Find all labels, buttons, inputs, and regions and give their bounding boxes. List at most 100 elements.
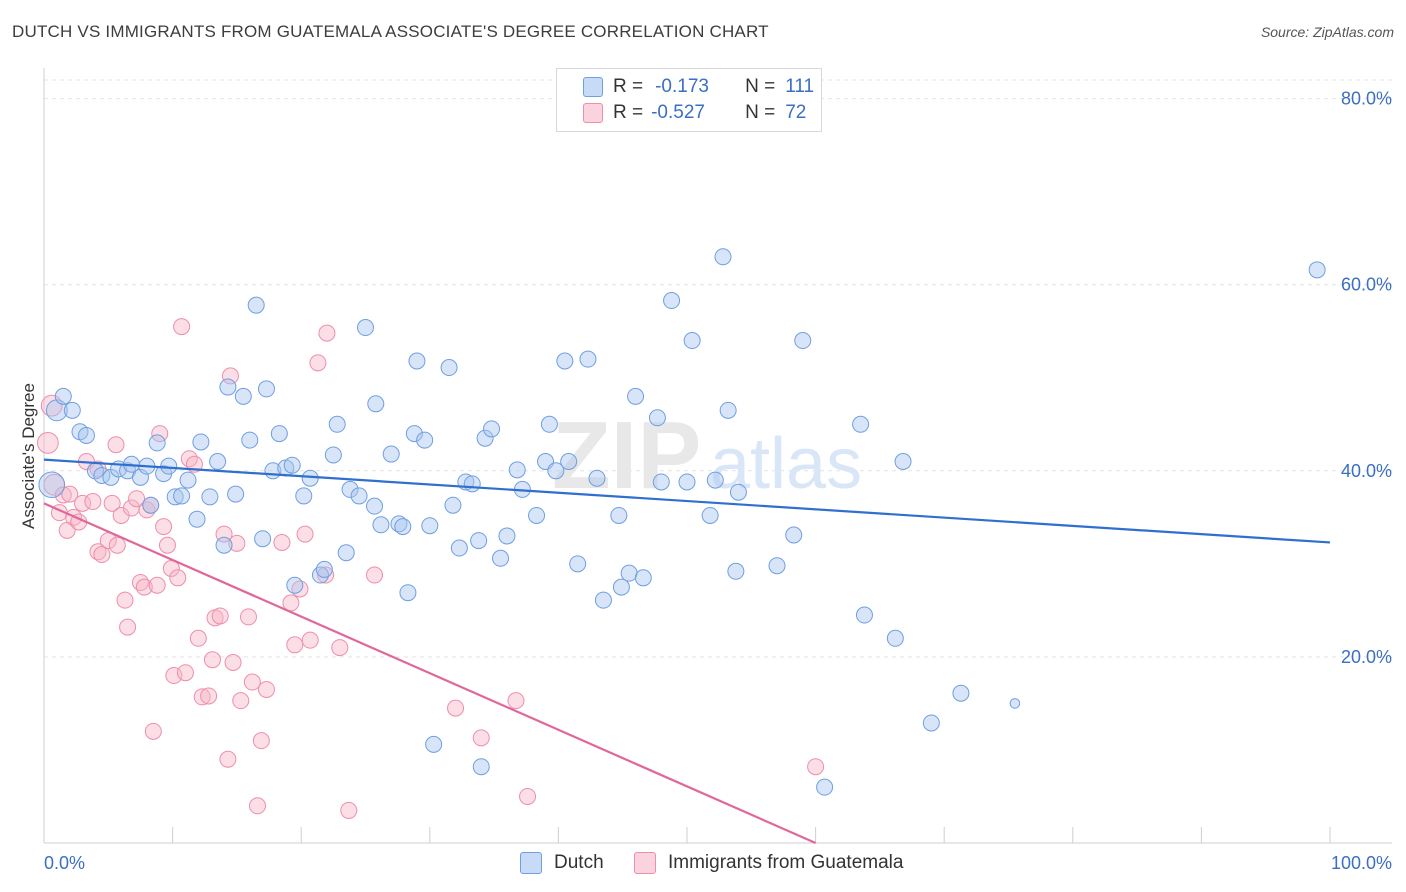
dutch-points	[38, 248, 1326, 796]
guatemala-point	[169, 569, 187, 587]
guatemala-point	[252, 732, 270, 750]
dutch-point	[286, 576, 304, 594]
dutch-point	[192, 433, 210, 451]
guatemala-point	[248, 797, 266, 815]
dutch-point	[440, 359, 458, 377]
guatemala-point	[257, 680, 275, 698]
legend-swatch-dutch	[583, 77, 603, 97]
series-legend-dutch: Dutch	[520, 852, 604, 874]
dutch-point	[366, 497, 384, 515]
guatemala-trend-line	[43, 502, 817, 845]
dutch-point	[483, 420, 501, 438]
dutch-point	[283, 456, 301, 474]
dutch-point	[372, 516, 390, 534]
guatemala-points	[36, 318, 825, 819]
dutch-point	[894, 453, 912, 470]
guatemala-point	[366, 566, 384, 584]
dutch-point	[855, 606, 873, 624]
dutch-point	[241, 431, 259, 449]
guatemala-point	[296, 525, 314, 543]
dutch-point	[714, 248, 732, 266]
dutch-point	[324, 446, 342, 464]
dutch-point	[547, 462, 565, 480]
guatemala-point	[119, 618, 137, 636]
correlation-legend: R = -0.173 N = 111 R = -0.527 N = 72	[556, 68, 822, 132]
dutch-point	[394, 518, 412, 536]
series-legend-guatemala: Immigrants from Guatemala	[634, 852, 903, 874]
dutch-point	[421, 517, 439, 535]
guatemala-point	[239, 608, 257, 626]
dutch-point	[794, 332, 812, 350]
dutch-point	[405, 425, 423, 443]
dutch-point	[785, 526, 803, 544]
dutch-point	[201, 488, 219, 506]
tick-labels: 20.0% 40.0% 60.0% 80.0% 0.0% 100.0%	[44, 89, 1392, 873]
dutch-point	[227, 485, 245, 503]
guatemala-point	[200, 687, 218, 705]
dutch-point	[768, 557, 786, 575]
dutch-point	[234, 387, 252, 405]
legend-r-value: -0.527	[651, 102, 705, 123]
y-tick-label: 60.0%	[1341, 275, 1392, 295]
dutch-point	[166, 488, 184, 506]
legend-row-dutch: R = -0.173 N = 111	[583, 75, 814, 99]
dutch-point	[540, 415, 558, 433]
dutch-point	[425, 735, 443, 753]
guatemala-point	[243, 673, 261, 691]
series-swatch-dutch	[520, 852, 542, 874]
dutch-point	[620, 564, 638, 582]
guatemala-point	[219, 750, 237, 768]
dutch-point	[634, 569, 652, 587]
dutch-point	[569, 555, 587, 573]
dutch-point	[463, 475, 481, 493]
dutch-point	[188, 510, 206, 528]
guatemala-point	[93, 546, 111, 564]
guatemala-point	[317, 566, 335, 584]
guatemala-point	[61, 485, 79, 503]
dutch-point	[270, 425, 288, 443]
y-tick-label: 20.0%	[1341, 647, 1392, 667]
dutch-point	[678, 473, 696, 491]
guatemala-point	[176, 664, 194, 682]
dutch-point	[215, 536, 233, 554]
dutch-point	[816, 778, 834, 796]
legend-r-label: R =	[613, 76, 644, 97]
guatemala-point	[128, 490, 146, 508]
legend-n-label: N =	[745, 102, 776, 123]
guatemala-point	[221, 367, 239, 385]
guatemala-point	[507, 692, 525, 710]
legend-n-value: 72	[785, 102, 807, 123]
legend-n-label: N =	[745, 76, 776, 97]
dutch-point	[498, 527, 516, 545]
legend-row-guatemala: R = -0.527 N = 72	[583, 101, 806, 125]
dutch-point	[38, 471, 66, 499]
dutch-point	[476, 429, 494, 447]
guatemala-point	[472, 729, 490, 747]
series-label-guatemala: Immigrants from Guatemala	[668, 852, 904, 873]
series-legend: Dutch Immigrants from Guatemala	[0, 852, 1406, 876]
dutch-point	[588, 469, 606, 487]
dutch-point	[63, 401, 81, 419]
y-tick-label: 80.0%	[1341, 89, 1392, 109]
dutch-point	[612, 578, 630, 596]
guatemala-point	[103, 494, 121, 512]
legend-n-value: 111	[785, 76, 815, 97]
guatemala-point	[519, 787, 537, 805]
dutch-point	[472, 758, 490, 776]
guatemala-point	[232, 692, 250, 710]
guatemala-point	[807, 758, 825, 776]
dutch-point	[357, 319, 374, 337]
dutch-point	[408, 352, 426, 370]
guatemala-point	[211, 607, 229, 625]
legend-r-label: R =	[613, 102, 644, 123]
guatemala-point	[54, 486, 72, 504]
dutch-point	[627, 387, 645, 405]
dutch-point	[683, 332, 701, 350]
guatemala-point	[84, 493, 102, 511]
guatemala-point	[193, 688, 211, 706]
dutch-point	[257, 380, 275, 398]
grid	[44, 79, 1392, 658]
dutch-point	[610, 506, 628, 524]
guatemala-point	[74, 494, 92, 512]
chart-title: DUTCH VS IMMIGRANTS FROM GUATEMALA ASSOC…	[12, 22, 769, 41]
